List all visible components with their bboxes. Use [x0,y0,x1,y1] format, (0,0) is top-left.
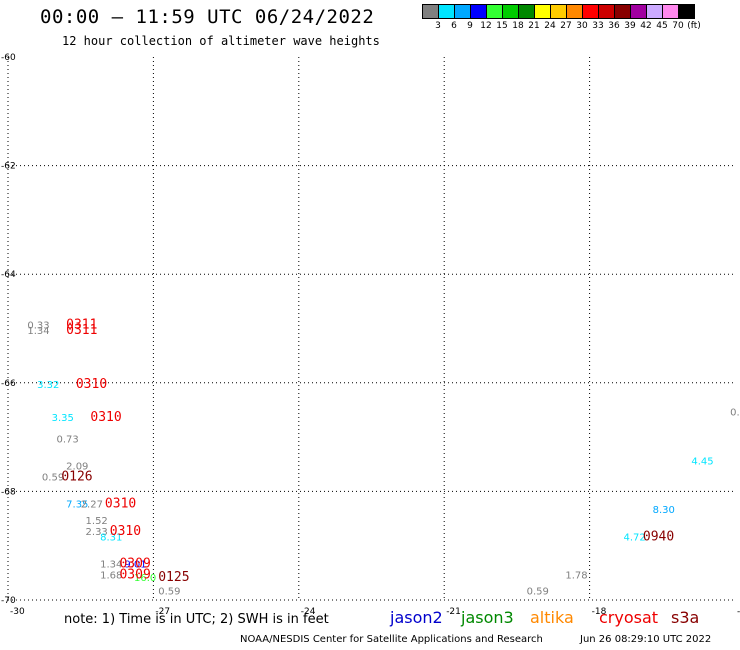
axis-ticks: -30 -27 -24 -21 -18 -15 -60 -62 -64 -66 -68 -70 [1,53,740,617]
wave-height-point: 8.30 [653,505,675,516]
wave-height-point: 16.0 [134,573,156,584]
legend-label: (ft) [687,21,701,31]
pass-time-label: 0310 [105,497,136,512]
legend-label: 15 [496,21,508,31]
wave-height-point: 1.78 [565,570,587,581]
legend-swatch [678,4,695,19]
legend-label: 27 [560,21,572,31]
wave-height-point: 0.73 [56,435,78,446]
wave-height-point: 3.32 [37,380,59,391]
legend-label: 39 [624,21,636,31]
legend-label: 30 [576,21,588,31]
legend-label: 21 [528,21,540,31]
footnote: note: 1) Time is in UTC; 2) SWH is in fe… [64,612,329,627]
satellite-name: cryosat [599,608,659,627]
x-tick-label: -27 [155,607,170,617]
wave-height-labels: 0.331.343.323.350.732.090.597.352.271.52… [27,321,740,598]
credit-line: NOAA/NESDIS Center for Satellite Applica… [240,634,543,645]
color-scale-legend: 3 6 9 12 15 18 21 24 27 30 33 36 39 42 45 70 (ft) [422,4,701,33]
wave-height-point: 0.59 [158,587,180,598]
legend-label: 36 [608,21,620,31]
wave-height-point: 9.01 [124,559,146,570]
pass-time-label: 0311 [66,323,97,338]
x-tick-label: -21 [446,607,461,617]
wave-height-point: 0.33 [27,321,49,332]
legend-label: 45 [656,21,668,31]
wave-height-point: 7.35 [66,500,88,511]
legend-labels: 3 6 9 12 15 18 21 24 27 30 33 36 39 42 45 70 (ft) [422,19,701,33]
satellite-name: altika [530,608,574,627]
wave-height-point: 1.52 [86,516,108,527]
pass-time-label: 0310 [90,410,121,425]
legend-label: 42 [640,21,652,31]
legend-label: 24 [544,21,556,31]
x-tick-label: -18 [592,607,607,617]
wave-height-point: 1.34 [27,326,49,337]
pass-time-label: 0309 [119,556,150,571]
grid-lines [8,57,735,600]
wave-height-point: 0.59 [42,473,64,484]
y-tick-label: -60 [1,53,16,63]
wave-height-point: 8.31 [100,532,122,543]
wave-height-point: 2.27 [81,500,103,511]
wave-height-point: 1.68 [100,570,122,581]
chart-title: 00:00 – 11:59 UTC 06/24/2022 [40,6,375,28]
wave-height-point: 4.72 [624,532,646,543]
pass-time-label: 0309 [119,567,150,582]
pass-time-label: 0940 [643,529,674,544]
pass-time-label: 0125 [158,570,189,585]
legend-label: 70 [672,21,684,31]
satellite-name: jason2 [390,608,443,627]
wave-height-point: 2.09 [66,462,88,473]
satellite-name: s3a [671,608,700,627]
x-tick-label: -24 [301,607,316,617]
legend-label: 9 [467,21,473,31]
wave-height-point: 4.45 [691,456,713,467]
wave-height-point: 0.8 [730,407,740,418]
legend-label: 3 [435,21,441,31]
pass-time-label: 0310 [110,524,141,539]
y-tick-label: -68 [1,487,16,497]
plot-axes [7,57,735,601]
legend-label: 33 [592,21,604,31]
x-tick-label: -30 [10,607,25,617]
pass-time-label: 0311 [66,318,97,333]
wave-height-point: 3.35 [52,413,74,424]
pass-time-label: 0126 [61,470,92,485]
x-tick-label: -15 [737,607,740,617]
y-tick-label: -70 [1,596,16,606]
pass-time-label: 0310 [76,377,107,392]
legend-swatches [422,4,695,19]
wave-height-point: 1.34 [100,559,122,570]
wave-height-point: 0.59 [527,587,549,598]
y-tick-label: -66 [1,379,16,389]
y-tick-label: -62 [1,162,16,172]
generated-timestamp: Jun 26 08:29:10 UTC 2022 [580,634,712,645]
legend-label: 6 [451,21,457,31]
y-tick-label: -64 [1,270,16,280]
satellite-name: jason3 [461,608,514,627]
chart-subtitle: 12 hour collection of altimeter wave hei… [62,34,380,48]
wave-height-point: 2.33 [86,527,108,538]
legend-label: 12 [480,21,492,31]
legend-label: 18 [512,21,524,31]
